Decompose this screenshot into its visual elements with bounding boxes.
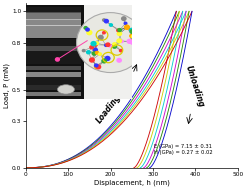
X-axis label: Displacement, h (nm): Displacement, h (nm) — [94, 179, 170, 186]
Text: Loading: Loading — [94, 92, 123, 125]
Text: E (GPa) = 7.15 ± 0.31
H (GPa) = 0.27 ± 0.02: E (GPa) = 7.15 ± 0.31 H (GPa) = 0.27 ± 0… — [154, 144, 213, 155]
Y-axis label: Load, P (mN): Load, P (mN) — [3, 63, 10, 108]
Text: Unloading: Unloading — [184, 64, 206, 108]
